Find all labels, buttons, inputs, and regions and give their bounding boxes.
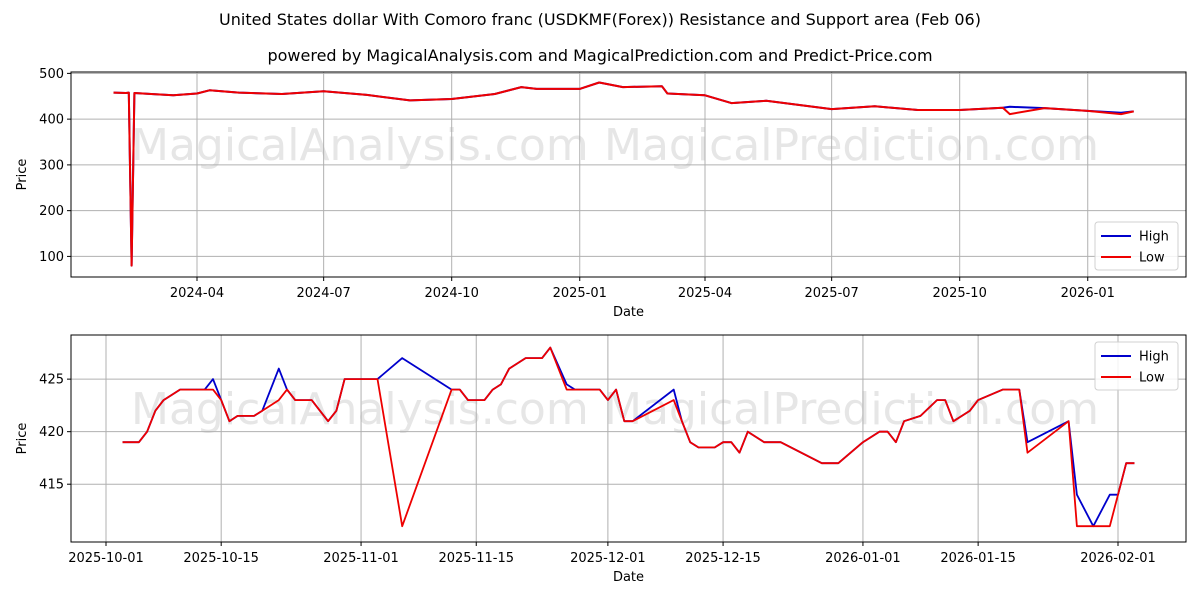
x-axis-label: Date — [613, 570, 644, 585]
x-tick-label: 2026-01 — [1061, 286, 1115, 301]
x-tick-label: 2024-07 — [296, 286, 350, 301]
x-tick-label: 2025-07 — [804, 286, 858, 301]
y-tick-label: 200 — [39, 204, 64, 219]
chart-title: United States dollar With Comoro franc (… — [219, 10, 981, 29]
series-low-line — [113, 81, 1134, 267]
x-tick-label: 2025-10-15 — [183, 551, 259, 566]
watermark: MagicalPrediction.com — [604, 120, 1099, 171]
x-tick-label: 2024-10 — [425, 286, 479, 301]
legend-label-high: High — [1139, 230, 1169, 245]
chart-subtitle: powered by MagicalAnalysis.com and Magic… — [267, 46, 933, 65]
legend: High Low — [1094, 221, 1179, 271]
x-tick-label: 2025-12-15 — [685, 551, 761, 566]
x-axis-label: Date — [613, 305, 644, 320]
x-tick-label: 2025-11-01 — [323, 551, 399, 566]
x-tick-label: 2026-02-01 — [1080, 551, 1156, 566]
y-tick-label: 400 — [39, 113, 64, 128]
x-tick-label: 2025-12-01 — [570, 551, 646, 566]
y-tick-label: 415 — [39, 478, 64, 493]
x-tick-label: 2026-01-15 — [940, 551, 1016, 566]
legend-label-low: Low — [1139, 251, 1165, 266]
watermark: MagicalAnalysis.com — [131, 384, 589, 435]
x-tick-label: 2026-01-01 — [825, 551, 901, 566]
legend: High Low — [1094, 341, 1179, 391]
x-tick-label: 2025-04 — [678, 286, 732, 301]
legend-label-high: High — [1139, 350, 1169, 365]
series-high-line — [113, 81, 1134, 267]
series-high-line — [122, 346, 1135, 528]
x-tick-label: 2025-10 — [933, 286, 987, 301]
watermark: MagicalAnalysis.com — [131, 120, 589, 171]
full-history-chart: MagicalAnalysis.com MagicalPrediction.com… — [15, 67, 1187, 320]
watermark: MagicalPrediction.com — [604, 384, 1099, 435]
series-low-line — [122, 346, 1135, 528]
y-tick-label: 420 — [39, 425, 64, 440]
y-axis-label: Price — [15, 159, 30, 191]
x-tick-label: 2025-01 — [553, 286, 607, 301]
recent-zoom-chart: MagicalAnalysis.com MagicalPrediction.com… — [15, 334, 1187, 585]
y-tick-label: 500 — [39, 67, 64, 82]
x-tick-label: 2025-10-01 — [68, 551, 144, 566]
plot-frame — [70, 334, 1187, 543]
x-tick-label: 2024-04 — [170, 286, 224, 301]
y-tick-label: 300 — [39, 158, 64, 173]
x-tick-label: 2025-11-15 — [438, 551, 514, 566]
y-tick-label: 100 — [39, 250, 64, 265]
y-axis-label: Price — [15, 423, 30, 455]
plot-frame — [70, 71, 1187, 278]
y-tick-label: 425 — [39, 373, 64, 388]
legend-label-low: Low — [1139, 371, 1165, 386]
